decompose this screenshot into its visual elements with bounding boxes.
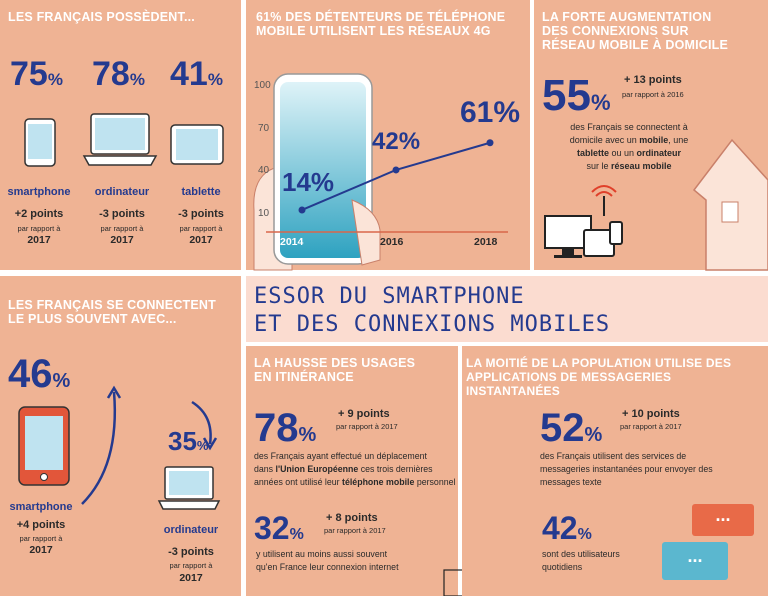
data-point-2014 (298, 206, 306, 214)
devices-icon (544, 215, 623, 258)
label-tablette: tablette (181, 186, 221, 198)
data-label-2014: 14% (282, 167, 335, 197)
chat-bubble-icon: ... (662, 542, 728, 580)
points-domicile: + 13 points (624, 74, 682, 86)
text-itinerance: des Français ayant effectué un déplaceme… (254, 451, 456, 487)
arrow-up-icon (81, 385, 122, 505)
label-ordinateur: ordinateur (163, 524, 219, 536)
year-smartphone: 2017 (27, 234, 51, 246)
ytick-100: 100 (254, 80, 271, 91)
stat-42: 42% (542, 510, 592, 546)
panel-domicile: LA FORTE AUGMENTATION DES CONNEXIONS SUR… (534, 0, 768, 271)
panel-heading: LA FORTE AUGMENTATION DES CONNEXIONS SUR… (542, 10, 729, 52)
label-ordinateur: ordinateur (94, 186, 150, 198)
points-messageries: + 10 points (622, 408, 680, 420)
bubble-dots: ... (715, 505, 731, 525)
ref-smartphone: par rapport à (17, 224, 61, 233)
panel-heading: LES FRANÇAIS POSSÈDENT... (8, 10, 195, 24)
text-messageries-2: sont des utilisateurs quotidiens (542, 549, 620, 572)
laptop-icon (157, 466, 221, 510)
title-banner: ESSOR DU SMARTPHONE ET DES CONNEXIONS MO… (246, 276, 768, 342)
ref-domicile: par rapport à 2016 (622, 90, 684, 99)
panel-4g: 61% DES DÉTENTEURS DE TÉLÉPHONE MOBILE U… (246, 0, 530, 271)
stat-smartphone: 75% (10, 55, 63, 93)
panel-connexion: LES FRANÇAIS SE CONNECTENT LE PLUS SOUVE… (0, 276, 241, 596)
points-smartphone: +2 points (14, 208, 64, 220)
panel-devices: LES FRANÇAIS POSSÈDENT... 75% 78% 41% sm… (0, 0, 241, 270)
points-itinerance-2: + 8 points (326, 512, 378, 524)
laptop-icon (82, 113, 158, 166)
ref-itinerance: par rapport à 2017 (336, 422, 398, 431)
data-point-2016 (392, 166, 400, 174)
line-chart (266, 139, 508, 233)
smartphone-icon (18, 406, 70, 486)
xtick-2016: 2016 (380, 236, 404, 248)
text-itinerance-2: y utilisent au moins aussi souvent qu'en… (256, 549, 399, 572)
ref-smartphone: par rapport à (19, 534, 63, 543)
tablet-icon (170, 124, 224, 165)
text-messageries: des Français utilisent des services de m… (540, 451, 713, 487)
page-title-line2: ET DES CONNEXIONS MOBILES (254, 312, 611, 337)
ytick-40: 40 (258, 165, 270, 176)
page-title-line1: ESSOR DU SMARTPHONE (254, 284, 525, 309)
data-label-2018: 61% (460, 96, 521, 129)
arrow-down-icon (191, 400, 218, 451)
panel-itinerance: LA HAUSSE DES USAGES EN ITINÉRANCE 78% +… (246, 346, 458, 596)
panel-heading: LES FRANÇAIS SE CONNECTENT LE PLUS SOUVE… (8, 298, 216, 326)
smartphone-icon (24, 118, 56, 167)
data-label-2016: 42% (372, 128, 421, 155)
text-domicile: des Français se connectent à domicile av… (569, 122, 689, 171)
points-ordinateur: -3 points (168, 546, 214, 558)
stat-32: 32% (254, 510, 304, 546)
stat-35: 35% (168, 426, 209, 456)
chat-bubble-icon: ... (692, 504, 754, 536)
stat-52: 52% (540, 406, 603, 450)
year-ordinateur: 2017 (179, 572, 203, 584)
label-smartphone: smartphone (7, 186, 71, 198)
stat-tablette: 41% (170, 55, 223, 93)
ref-ordinateur: par rapport à (100, 224, 144, 233)
panel-heading: 61% DES DÉTENTEURS DE TÉLÉPHONE MOBILE U… (256, 10, 506, 38)
stat-78: 78% (254, 406, 317, 450)
house-icon (692, 138, 768, 271)
stat-55: 55% (542, 71, 611, 120)
ref-messageries: par rapport à 2017 (620, 422, 682, 431)
xtick-2014: 2014 (280, 236, 304, 248)
points-itinerance: + 9 points (338, 408, 390, 420)
ref-ordinateur: par rapport à (169, 561, 213, 570)
ytick-70: 70 (258, 123, 270, 134)
signal-icon (591, 185, 617, 216)
ref-itinerance-2: par rapport à 2017 (324, 526, 386, 535)
label-smartphone: smartphone (9, 501, 73, 513)
stat-46: 46% (8, 352, 71, 396)
phone-in-hand-icon (253, 73, 381, 271)
ref-tablette: par rapport à (179, 224, 223, 233)
ytick-10: 10 (258, 208, 270, 219)
data-point-2018 (486, 139, 494, 147)
panel-heading: LA MOITIÉ DE LA POPULATION UTILISE DES A… (466, 356, 732, 398)
panel-messageries: LA MOITIÉ DE LA POPULATION UTILISE DES A… (462, 346, 768, 596)
year-tablette: 2017 (189, 234, 213, 246)
points-tablette: -3 points (178, 208, 224, 220)
bubble-dots: ... (687, 546, 703, 566)
xtick-2018: 2018 (474, 236, 498, 248)
panel-heading: LA HAUSSE DES USAGES EN ITINÉRANCE (254, 356, 416, 384)
stat-ordinateur: 78% (92, 55, 145, 93)
points-ordinateur: -3 points (99, 208, 145, 220)
year-smartphone: 2017 (29, 544, 53, 556)
year-ordinateur: 2017 (110, 234, 134, 246)
points-smartphone: +4 points (16, 519, 66, 531)
